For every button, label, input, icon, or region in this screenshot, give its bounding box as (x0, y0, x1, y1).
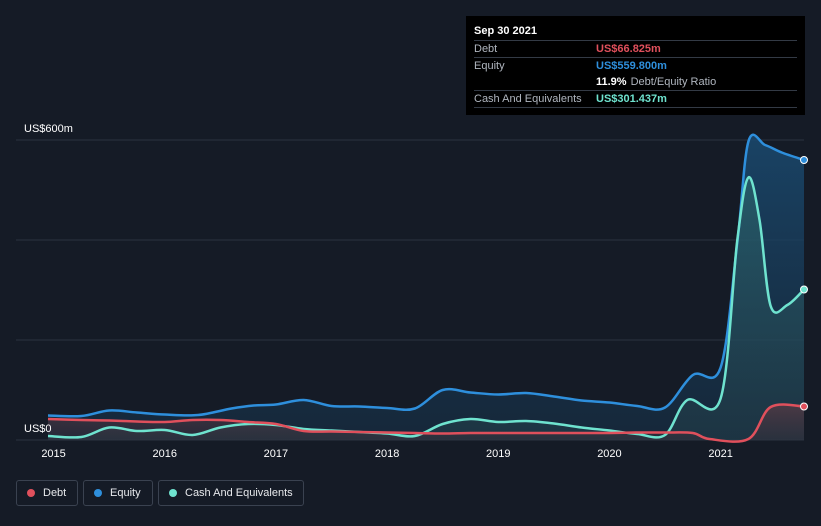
legend-item-equity[interactable]: Equity (83, 480, 153, 506)
line-debt (47, 403, 805, 443)
x-tick-label: 2016 (152, 448, 176, 460)
x-tick-label: 2015 (41, 448, 65, 460)
area-debt (48, 404, 804, 442)
x-tick-label: 2017 (264, 448, 288, 460)
tooltip-row-ratio: 11.9% Debt/Equity Ratio (474, 74, 797, 90)
tooltip-equity-label: Equity (474, 60, 505, 72)
end-marker-debt (800, 402, 808, 411)
line-cash-and-equivalents (47, 176, 805, 439)
end-marker-cash-and-equivalents (800, 285, 808, 294)
tooltip-cash-label: Cash And Equivalents (474, 93, 582, 105)
series-areas (48, 134, 804, 442)
x-tick-label: 2020 (597, 448, 621, 460)
x-tick-label: 2018 (375, 448, 399, 460)
y-tick-label-max: US$600m (24, 123, 73, 135)
y-tick-label-zero: US$0 (24, 423, 52, 435)
legend-debt-label: Debt (43, 487, 67, 499)
debt-legend-dot-icon (27, 489, 35, 497)
tooltip-cash-value: US$301.437m (596, 93, 667, 105)
x-tick-label: 2019 (486, 448, 510, 460)
legend-equity-label: Equity (110, 487, 141, 499)
legend-item-debt[interactable]: Debt (16, 480, 78, 506)
tooltip-equity-value: US$559.800m (596, 60, 667, 72)
area-equity (48, 134, 804, 441)
tooltip-ratio-label: Debt/Equity Ratio (630, 76, 717, 88)
series-lines (47, 133, 805, 443)
y-axis: US$600m US$0 (24, 123, 73, 435)
series-end-markers (800, 156, 808, 411)
line-equity (47, 133, 805, 418)
tooltip-row-equity: Equity US$559.800m (474, 57, 797, 74)
x-axis: 2015 2016 2017 2018 2019 2020 2021 (41, 448, 733, 460)
tooltip-row-debt: Debt US$66.825m (474, 40, 797, 57)
tooltip-date: Sep 30 2021 (474, 25, 537, 37)
legend-item-cash[interactable]: Cash And Equivalents (158, 480, 304, 506)
tooltip-debt-label: Debt (474, 43, 498, 55)
tooltip: Sep 30 2021 Debt US$66.825m Equity US$55… (466, 16, 805, 115)
x-tick-label: 2021 (708, 448, 732, 460)
tooltip-row-cash: Cash And Equivalents US$301.437m (474, 90, 797, 108)
equity-legend-dot-icon (94, 489, 102, 497)
legend-cash-label: Cash And Equivalents (185, 487, 293, 499)
cash-legend-dot-icon (169, 489, 177, 497)
tooltip-ratio-value: 11.9% (596, 76, 627, 88)
end-marker-equity (800, 156, 808, 164)
area-cash-and-equivalents (48, 177, 804, 440)
tooltip-debt-value: US$66.825m (596, 43, 661, 55)
